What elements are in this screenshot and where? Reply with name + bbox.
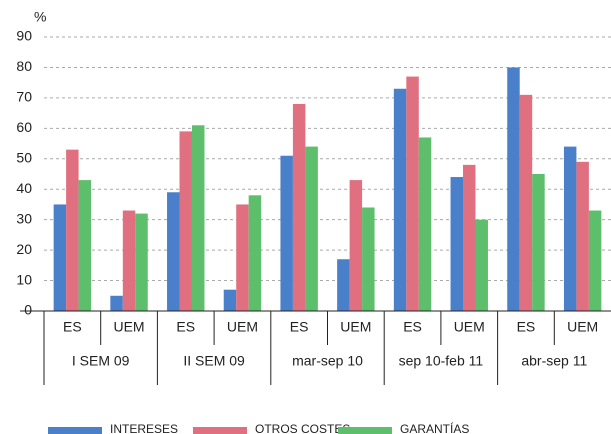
y-tick-label: 80 xyxy=(16,58,32,74)
x-tick-label: ES xyxy=(176,319,195,335)
bar xyxy=(236,204,249,311)
bar xyxy=(179,131,192,311)
bar xyxy=(292,103,306,311)
legend-label: GARANTÍAS xyxy=(400,421,469,434)
y-tick-label: 40 xyxy=(16,180,32,196)
bar xyxy=(248,195,262,311)
bar xyxy=(66,149,79,311)
y-tick-label: 0 xyxy=(24,302,32,318)
y-axis-label: % xyxy=(34,9,46,25)
bar xyxy=(122,210,136,311)
bar xyxy=(305,146,318,311)
legend-label: OTROS COSTES xyxy=(255,422,350,434)
bar xyxy=(78,180,92,311)
y-tick-label: 70 xyxy=(16,89,32,105)
bar xyxy=(588,210,602,311)
group-label: mar-sep 10 xyxy=(292,353,363,369)
bar xyxy=(53,204,67,311)
bar xyxy=(532,174,545,311)
group-label: II SEM 09 xyxy=(183,353,245,369)
group-label: abr-sep 11 xyxy=(521,353,587,369)
y-tick-label: 90 xyxy=(16,28,32,44)
bar xyxy=(349,180,363,311)
group-label: sep 10-feb 11 xyxy=(399,353,484,369)
bar xyxy=(563,146,577,311)
y-tick-label: 20 xyxy=(16,241,32,257)
x-tick-label: UEM xyxy=(567,319,598,335)
bar xyxy=(362,207,375,311)
bar xyxy=(191,125,205,312)
bar xyxy=(135,213,148,311)
bar xyxy=(223,289,237,311)
x-tick-label: UEM xyxy=(113,319,144,335)
bar xyxy=(110,295,123,311)
bar xyxy=(507,67,520,311)
x-tick-label: UEM xyxy=(454,319,485,335)
x-tick-label: ES xyxy=(63,319,82,335)
y-tick-label: 60 xyxy=(16,119,32,135)
legend-swatch xyxy=(193,427,247,434)
bar xyxy=(280,155,293,311)
bar xyxy=(167,192,180,311)
x-tick-label: ES xyxy=(403,319,422,335)
bar xyxy=(337,259,350,311)
y-tick-label: 30 xyxy=(16,210,32,226)
bar xyxy=(519,94,533,311)
legend-label: INTERESES xyxy=(110,422,178,434)
y-tick-label: 50 xyxy=(16,149,32,165)
bar xyxy=(406,76,419,311)
bar xyxy=(576,161,589,311)
legend-swatch xyxy=(338,427,392,434)
x-tick-label: UEM xyxy=(340,319,371,335)
bar xyxy=(418,137,432,311)
y-tick-label: 10 xyxy=(16,271,32,287)
x-tick-label: ES xyxy=(517,319,536,335)
bar xyxy=(450,177,464,311)
x-tick-label: UEM xyxy=(227,319,258,335)
bar xyxy=(463,164,476,311)
x-tick-label: ES xyxy=(290,319,309,335)
group-label: I SEM 09 xyxy=(72,353,130,369)
legend-swatch xyxy=(48,427,102,434)
bar xyxy=(393,88,407,311)
bar xyxy=(475,219,488,311)
